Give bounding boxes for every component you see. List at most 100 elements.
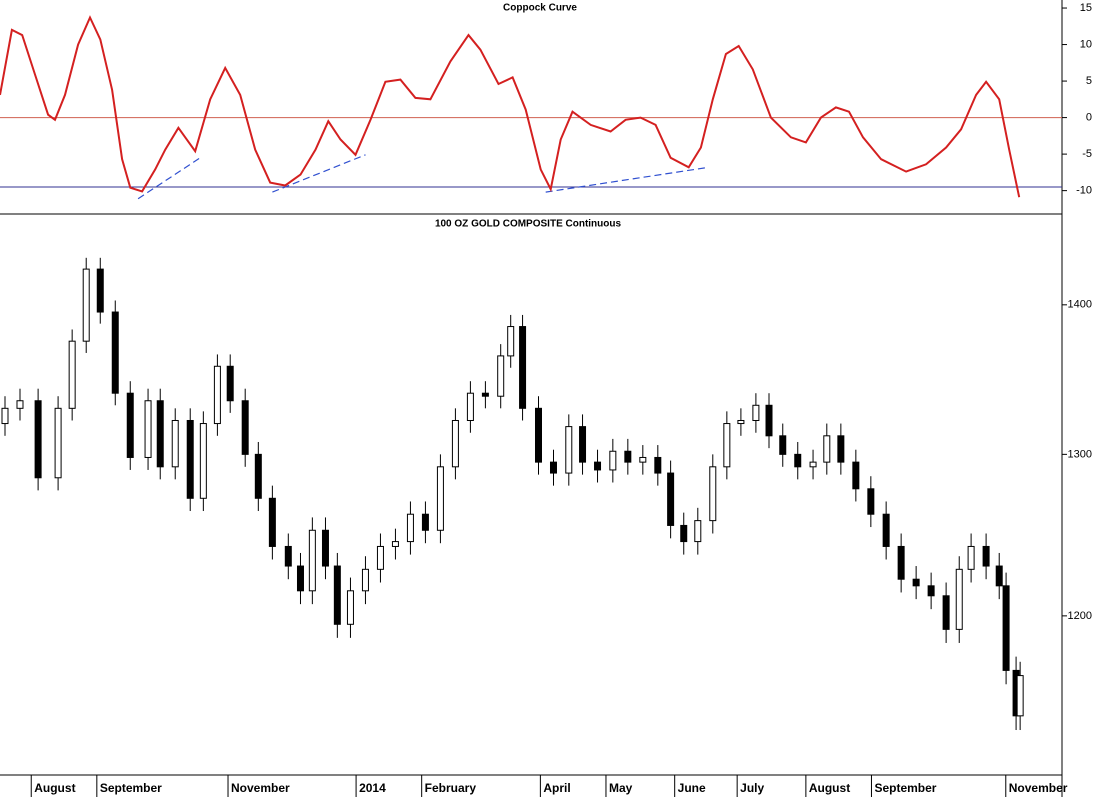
y-tick-label: 10 [1080,38,1092,50]
candle-body [68,340,76,409]
candle-body [723,423,731,468]
candle-body [667,472,675,526]
candle-body [254,453,262,499]
candle-body [497,355,505,397]
candle-body [507,326,515,357]
candle-body [34,400,42,479]
candle-body [1002,585,1010,671]
candle-body [809,461,817,468]
candle-body [126,392,134,458]
candle-body [296,565,304,592]
candle-body [624,450,632,463]
coppock-line [0,15,1021,198]
candle-body [897,545,905,580]
candle-body [241,400,249,455]
candle-body [268,497,276,547]
y-tick-label: 5 [1086,75,1092,87]
candle-body [995,565,1003,587]
candle-body [1,407,9,425]
candle-body [171,419,179,468]
candle-body [565,426,573,474]
y-tick-label: 15 [1080,2,1092,14]
candle-body [867,488,875,515]
candle-body [436,466,444,531]
candle-body [16,400,24,409]
candle-body [284,545,292,567]
candle-body [156,400,164,468]
y-tick-label: 1200 [1068,610,1092,622]
candle-body [213,365,221,425]
candle-body [481,392,489,397]
y-tick-label: 1300 [1068,448,1092,460]
y-tick-label: -5 [1082,148,1092,160]
candle-body [54,407,62,479]
trendline [272,154,366,193]
candle-body [837,435,845,463]
x-tick-label: November [231,781,290,795]
y-tick-label: -10 [1076,185,1092,197]
x-tick-label: August [34,781,75,795]
candle-body [594,461,602,471]
candle-body [654,456,662,474]
y-tick-label: 1400 [1068,299,1092,311]
x-tick-label: February [425,781,477,795]
candle-body [942,595,950,630]
candle-body [466,392,474,421]
x-tick-label: August [809,781,850,795]
candle-body [391,541,399,547]
candle-body [549,461,557,474]
candle-body [144,400,152,458]
candle-body [752,404,760,421]
candle-body [912,578,920,587]
x-tick-label: April [543,781,570,795]
candle-body [823,435,831,463]
x-tick-label: July [740,781,764,795]
x-tick-label: November [1009,781,1068,795]
candle-body [609,450,617,471]
candle-body [406,513,414,543]
candle-body [321,529,329,567]
trendline [137,157,201,200]
x-tick-label: May [609,781,633,795]
trendline [545,166,709,193]
candle-body [82,268,90,342]
candle-body [927,585,935,597]
candle-body [639,456,647,463]
candle-body [361,568,369,592]
candle-body [1016,675,1024,717]
candle-body [199,423,207,499]
candle-body [579,426,587,463]
candle-body [519,326,527,409]
x-tick-label: 2014 [359,781,386,795]
candle-body [346,590,354,625]
candle-body [852,461,860,490]
candle-body [111,311,119,394]
price-title: 100 OZ GOLD COMPOSITE Continuous [435,219,622,230]
candle-body [534,407,542,463]
x-tick-label: June [678,781,706,795]
candle-body [694,520,702,543]
candle-body [779,435,787,455]
candle-body [333,565,341,625]
candle-body [96,268,104,313]
candle-body [955,568,963,630]
candle-body [794,453,802,468]
x-tick-label: September [100,781,162,795]
candle-body [765,404,773,437]
candle-body [982,545,990,567]
candle-body [186,419,194,499]
candle-body [709,466,717,522]
candle-body [680,524,688,543]
candle-body [451,419,459,468]
candle-body [882,513,890,547]
candle-body [376,545,384,570]
candle-body [737,419,745,425]
candle-body [421,513,429,531]
x-tick-label: September [874,781,936,795]
candle-body [967,545,975,570]
candle-body [226,365,234,402]
coppock-title: Coppock Curve [503,3,577,14]
y-tick-label: 0 [1086,111,1092,123]
